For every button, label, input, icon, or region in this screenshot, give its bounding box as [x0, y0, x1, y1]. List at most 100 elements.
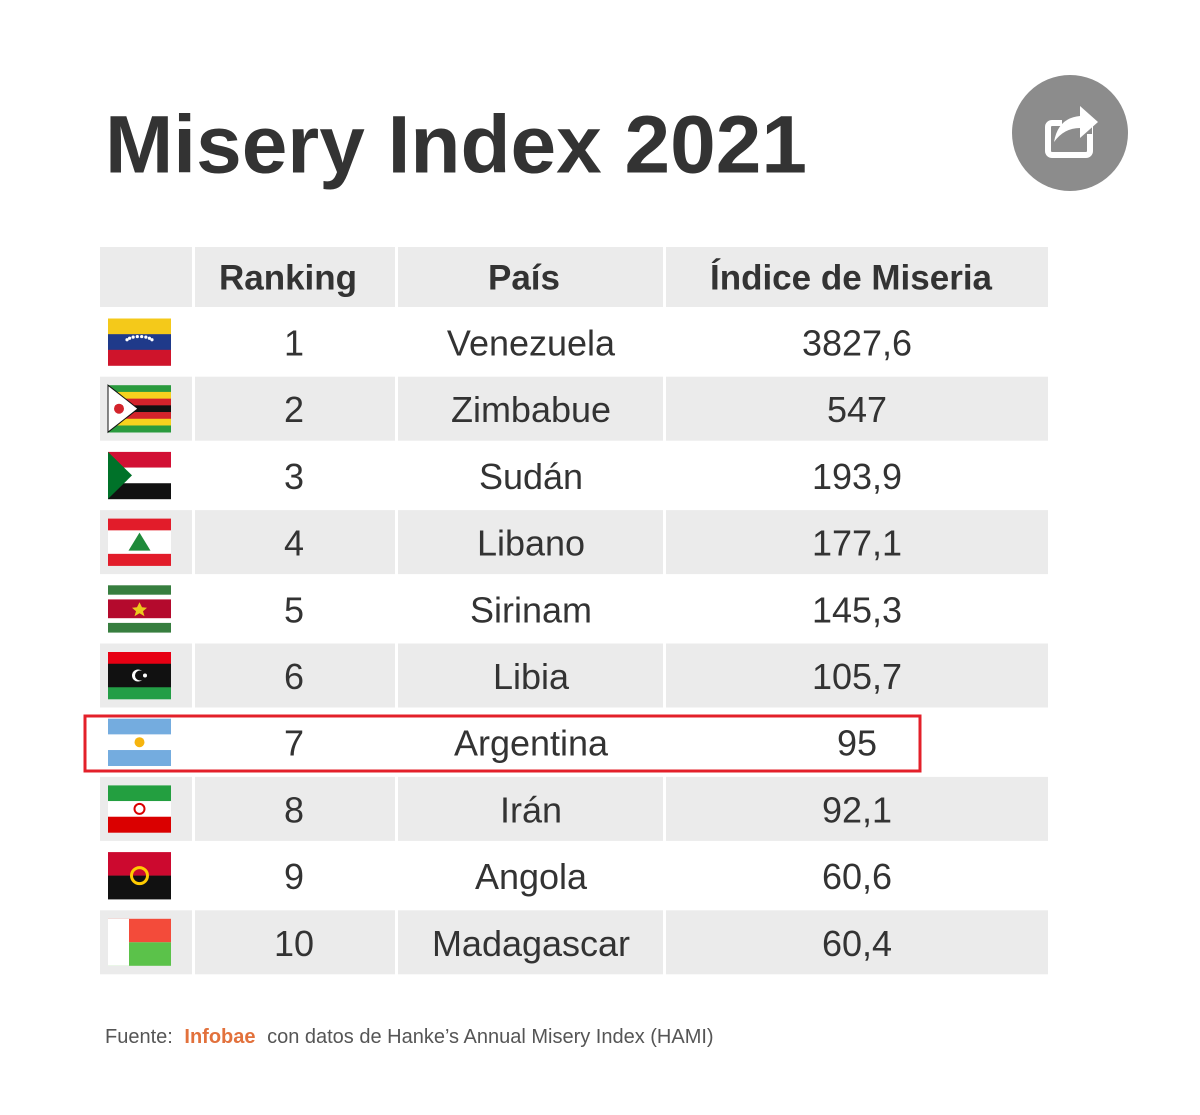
flag — [108, 518, 171, 566]
flag — [108, 718, 171, 766]
flag — [108, 585, 171, 633]
column-header: Ranking — [219, 259, 357, 298]
cell — [666, 310, 1048, 374]
cell — [398, 643, 663, 708]
cell-text: 6 — [284, 656, 304, 697]
cell-text: Libia — [493, 656, 570, 697]
cell — [195, 576, 395, 641]
flag-crescent-cut — [135, 670, 145, 681]
flag — [107, 384, 171, 434]
flag-stripe — [108, 750, 171, 766]
flag-stripe — [108, 483, 171, 500]
cell-text: Madagascar — [432, 923, 630, 964]
header-cell — [100, 247, 192, 307]
flag — [108, 652, 171, 700]
flag-star — [144, 335, 148, 339]
cell-text: 60,6 — [822, 856, 892, 897]
cell — [666, 576, 1048, 641]
cell-text: 193,9 — [812, 456, 902, 497]
cell-text: 92,1 — [822, 789, 892, 830]
flag-stripe — [108, 334, 171, 351]
table-row: 6 Libia 105,7 — [100, 643, 1048, 708]
cell — [195, 776, 395, 841]
cell-text: 105,7 — [812, 656, 902, 697]
footer: Fuente: Infobae con datos de Hanke’s Ann… — [105, 1026, 714, 1048]
cell — [195, 443, 395, 508]
cell — [398, 443, 663, 508]
highlight-box — [83, 714, 922, 773]
flag — [108, 785, 171, 833]
flag — [108, 852, 171, 900]
flag-emblem — [130, 866, 149, 886]
flag-stripe — [108, 318, 171, 335]
cell-text: Sudán — [479, 456, 583, 497]
table-row: 9 Angola 60,6 — [100, 843, 1048, 908]
flag-sun — [134, 737, 145, 748]
cell-text: 95 — [837, 723, 877, 764]
cell-text: 4 — [284, 523, 304, 564]
flag-stripe — [108, 618, 171, 624]
cell — [666, 510, 1048, 575]
cell — [398, 843, 663, 908]
cell-text: Argentina — [454, 723, 609, 764]
cell-text: Libano — [477, 523, 585, 564]
flag-stripe — [108, 585, 171, 595]
flag-star — [125, 338, 129, 342]
flag-star — [150, 338, 154, 342]
table-row: 5 Sirinam 145,3 — [100, 576, 1048, 641]
header-cell — [666, 247, 1048, 307]
flag-star — [143, 673, 147, 678]
cell-text: Irán — [500, 789, 562, 830]
cell-text: 177,1 — [812, 523, 902, 564]
flag-stripe — [108, 852, 171, 876]
cell — [666, 776, 1048, 841]
table-row: 3 Sudán 193,9 — [100, 443, 1048, 508]
cell-text: 10 — [274, 923, 314, 964]
share-button[interactable] — [1012, 75, 1128, 191]
cell — [195, 710, 395, 775]
table-row: 2 Zimbabue 547 — [100, 376, 1048, 441]
flag-star — [131, 335, 135, 339]
flag-stripe — [108, 349, 171, 366]
cell-text: Zimbabue — [451, 389, 611, 430]
flag-stripe — [108, 652, 171, 665]
cell-text: Angola — [475, 856, 588, 897]
title: Misery Index 2021 — [105, 100, 807, 191]
flag — [108, 451, 171, 500]
footer-text: con datos de Hanke’s Annual Misery Index… — [267, 1026, 714, 1048]
footer-label: Fuente: — [105, 1026, 173, 1048]
flag-stripe — [108, 518, 171, 531]
flag-stripe — [108, 687, 171, 700]
flag-stripe — [108, 385, 171, 393]
flag-emblem — [133, 802, 146, 815]
flag-stripe — [108, 425, 171, 433]
cell-text: Venezuela — [447, 323, 616, 364]
cell — [666, 443, 1048, 508]
header-cell — [195, 247, 395, 307]
flag-star — [132, 602, 147, 617]
cell-text: 547 — [827, 389, 887, 430]
footer-source: Infobae — [184, 1026, 255, 1048]
flag-stripe — [108, 553, 171, 566]
flag-stripe — [108, 801, 171, 818]
cell-text: 9 — [284, 856, 304, 897]
cell-text: 60,4 — [822, 923, 892, 964]
flag-star — [140, 334, 144, 339]
flag-star — [128, 336, 132, 340]
cell — [666, 643, 1048, 708]
table-row: 8 Irán 92,1 — [100, 776, 1048, 841]
flag-star — [147, 336, 151, 340]
column-header: Índice de Miseria — [710, 258, 993, 298]
flag-stripe — [108, 451, 171, 468]
cell — [195, 910, 395, 975]
flag-emblem — [114, 403, 124, 414]
flag-cedar — [128, 532, 151, 551]
table-row: 7 Argentina 95 — [100, 710, 1048, 775]
flag-stripe — [108, 816, 171, 833]
flag-stripe — [108, 391, 171, 399]
flag-stripe — [108, 622, 171, 633]
cell — [398, 910, 663, 975]
